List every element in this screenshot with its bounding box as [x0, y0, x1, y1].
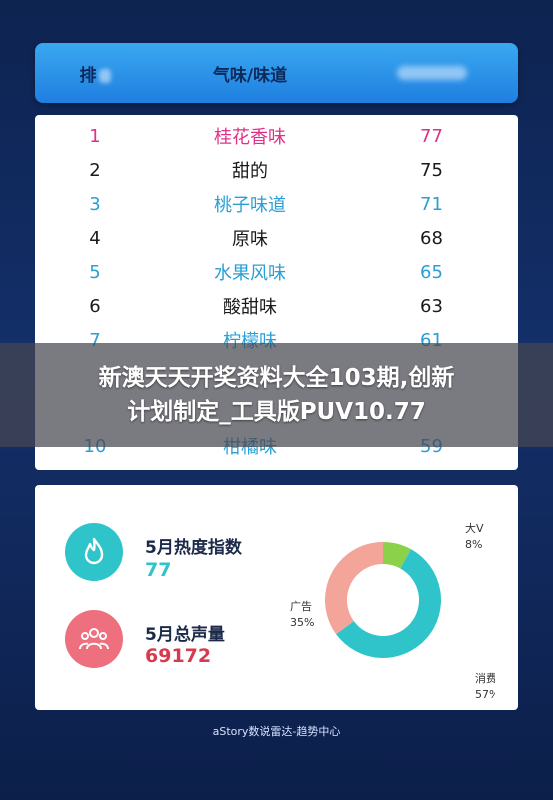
- donut-chart: 大V 8% 消费者 57% 广告 35%: [290, 521, 495, 700]
- cell-score: 68: [420, 227, 443, 249]
- heat-label: 5月热度指数: [145, 538, 242, 558]
- footer-source: aStory数说雷达-趋势中心: [212, 725, 341, 738]
- donut-slice-2: [325, 542, 383, 635]
- cell-score: 71: [420, 193, 443, 215]
- cell-flavor: 甜的: [232, 161, 268, 182]
- heat-value: 77: [145, 559, 172, 581]
- people-group-icon: [65, 610, 123, 668]
- cell-rank: 5: [89, 261, 101, 283]
- cell-score: 77: [420, 125, 443, 147]
- cell-flavor: 桂花香味: [214, 127, 286, 148]
- cell-flavor: 酸甜味: [223, 297, 277, 318]
- cell-score: 63: [420, 295, 443, 317]
- slice-label: 广告: [290, 600, 312, 613]
- slice-label: 大V: [465, 521, 484, 535]
- table-row: 6 酸甜味 63: [35, 291, 518, 321]
- volume-value: 69172: [145, 645, 212, 667]
- donut-slice-1: [336, 549, 441, 658]
- table-row: 3 桃子味道 71: [35, 189, 518, 219]
- cell-rank: 3: [89, 193, 101, 215]
- cell-flavor: 桃子味道: [214, 195, 286, 216]
- cell-flavor: 水果风味: [214, 263, 286, 284]
- header-flavor: 气味/味道: [212, 65, 288, 86]
- cell-rank: 7: [89, 329, 101, 351]
- cell-rank: 4: [89, 227, 101, 249]
- banner-line-1: 新澳天天开奖资料大全103期,创新: [98, 365, 455, 391]
- cell-score: 65: [420, 261, 443, 283]
- table-header: 排 气味/味道: [35, 43, 518, 103]
- flame-icon: [65, 523, 123, 581]
- slice-percent: 8%: [465, 538, 482, 551]
- table-row: 1 桂花香味 77: [35, 121, 518, 151]
- stats-card: 5月热度指数 77 5月总声量 69172 大V 8% 消费者 57% 广告 35%: [35, 485, 518, 710]
- table-row: 4 原味 68: [35, 223, 518, 253]
- overlay-banner: 新澳天天开奖资料大全103期,创新 计划制定_工具版PUV10.77: [0, 343, 553, 447]
- cell-rank: 2: [89, 159, 101, 181]
- slice-percent: 57%: [475, 688, 495, 700]
- cell-score: 75: [420, 159, 443, 181]
- table-row: 5 水果风味 65: [35, 257, 518, 287]
- slice-percent: 35%: [290, 616, 314, 629]
- volume-label: 5月总声量: [145, 625, 225, 645]
- header-score: [345, 63, 518, 83]
- table-row: 2 甜的 75: [35, 155, 518, 185]
- slice-label: 消费者: [475, 671, 495, 685]
- banner-line-2: 计划制定_工具版PUV10.77: [127, 399, 426, 425]
- header-rank: 排: [35, 61, 155, 86]
- cell-rank: 1: [89, 125, 101, 147]
- cell-rank: 6: [89, 295, 101, 317]
- cell-flavor: 原味: [232, 229, 268, 250]
- donut-slice-0: [383, 542, 411, 569]
